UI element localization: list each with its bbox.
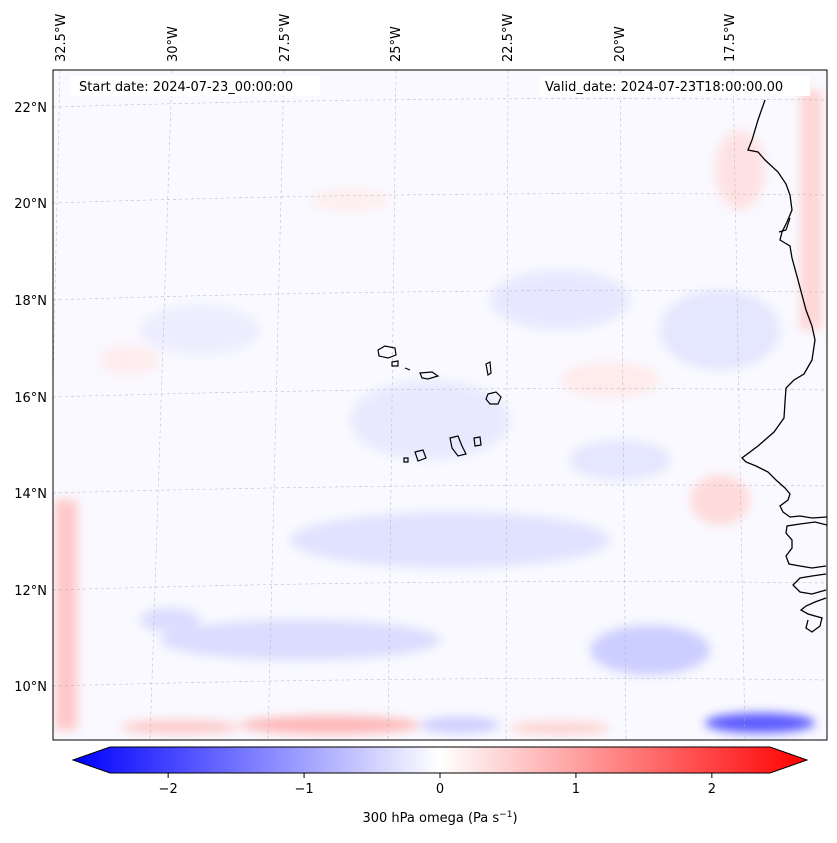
start-date-box [70, 76, 320, 96]
lon-tick-label: 27.5°W [278, 14, 293, 62]
omega-field [53, 70, 827, 740]
colorbar-bar [71, 746, 809, 774]
start-date-label: Start date: 2024-07-23_00:00:00 [79, 80, 293, 95]
lon-tick-label: 30°W [166, 26, 181, 62]
colorbar-ticks: −2 −1 0 1 2 [159, 773, 716, 797]
lat-tick-label: 10°N [14, 680, 47, 695]
colorbar-label: 300 hPa omega (Pa s−1) [362, 810, 517, 826]
coast-inlet [778, 217, 791, 233]
colorbar: −2 −1 0 1 2 300 hPa omega (Pa s−1) [71, 746, 809, 826]
lon-tick-label: 20°W [613, 26, 628, 62]
lat-tick-label: 22°N [14, 101, 47, 116]
lat-tick-label: 12°N [14, 584, 47, 599]
lat-tick-label: 20°N [14, 197, 47, 212]
cape-verde-islands [377, 345, 502, 463]
lat-tick-label: 16°N [14, 391, 47, 406]
lon-tick-label: 32.5°W [54, 14, 69, 62]
colorbar-tick-label: −2 [159, 782, 178, 797]
longitude-labels: 32.5°W 30°W 27.5°W 25°W 22.5°W 20°W 17.5°W [54, 14, 738, 62]
colorbar-tick-label: 2 [708, 782, 716, 797]
graticule [53, 70, 827, 740]
africa-coastline [741, 99, 827, 633]
lon-tick-label: 17.5°W [723, 14, 738, 62]
colorbar-tick-label: 0 [436, 782, 444, 797]
lat-tick-label: 14°N [14, 487, 47, 502]
valid-date-box [540, 76, 810, 96]
lon-tick-label: 22.5°W [501, 14, 516, 62]
colorbar-tick-label: −1 [294, 782, 313, 797]
lon-tick-label: 25°W [389, 26, 404, 62]
map-frame [52, 69, 828, 741]
colorbar-tick-label: 1 [572, 782, 580, 797]
valid-date-label: Valid_date: 2024-07-23T18:00:00.00 [545, 80, 783, 95]
latitude-labels: 22°N 20°N 18°N 16°N 14°N 12°N 10°N [14, 101, 47, 695]
lat-tick-label: 18°N [14, 294, 47, 309]
